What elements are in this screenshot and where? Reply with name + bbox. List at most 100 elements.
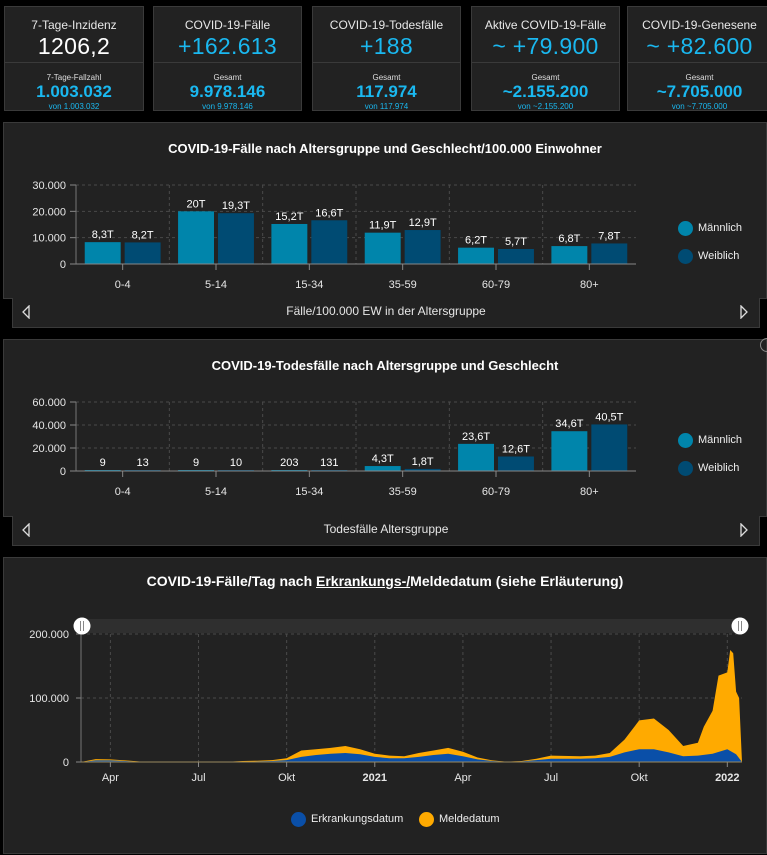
bar-value-label: 8,2T	[132, 229, 154, 241]
kpi-bottom: Gesamt 9.978.146 von 9.978.146	[154, 63, 301, 111]
bar-value-label: 1,8T	[412, 456, 434, 468]
bar-value-label: 12,6T	[502, 444, 530, 456]
legend-male-label: Männlich	[698, 434, 743, 446]
y-tick-label: 30.000	[32, 180, 66, 192]
bar-value-label: 4,3T	[372, 453, 394, 465]
bar-männlich	[84, 242, 121, 264]
bar-value-label: 7,8T	[598, 230, 620, 242]
y-tick-label: 0	[63, 757, 69, 769]
bar-value-label: 5,7T	[505, 236, 527, 248]
age-deaths-chart-xlabel: Todesfälle Altersgruppe	[323, 522, 449, 536]
x-tick-label: 80+	[580, 486, 599, 498]
age-cases-chart-xlabel: Fälle/100.000 EW in der Altersgruppe	[286, 304, 486, 318]
age-cases-chart-title: COVID-19-Fälle nach Altersgruppe und Ges…	[168, 141, 602, 156]
bar-value-label: 19,3T	[222, 200, 250, 212]
bar-männlich	[551, 246, 588, 264]
bar-weiblich	[404, 468, 441, 471]
legend-meldedatum-label: Meldedatum	[439, 813, 500, 825]
bar-männlich	[364, 466, 401, 471]
kpi-sub-note: von 117.974	[364, 102, 409, 111]
next-arrow-icon[interactable]	[739, 522, 751, 538]
title-suffix: Meldedatum (siehe Erläuterung)	[410, 573, 624, 589]
y-tick-label: 100.000	[29, 693, 69, 705]
x-tick-label: 35-59	[389, 279, 417, 291]
bar-value-label: 131	[320, 457, 338, 469]
legend-erkrankungsdatum-label: Erkrankungsdatum	[311, 813, 404, 825]
y-tick-label: 40.000	[32, 420, 66, 432]
kpi-value: ~ +79.900	[492, 33, 599, 59]
kpi-sub-note: von ~7.705.000	[671, 102, 728, 111]
kpi-sub-label: Gesamt	[685, 73, 714, 82]
y-tick-label: 200.000	[29, 629, 69, 641]
kpi-sub-label: Gesamt	[372, 73, 401, 82]
info-button[interactable]	[760, 338, 767, 352]
legend-male-label: Männlich	[698, 222, 743, 234]
x-tick-label: 60-79	[482, 486, 510, 498]
kpi-card: Aktive COVID-19-Fälle ~ +79.900 Gesamt ~2.1…	[471, 6, 620, 111]
y-tick-label: 20.000	[32, 206, 66, 218]
x-tick-label: Apr	[102, 772, 119, 784]
range-slider-end-handle[interactable]	[731, 617, 749, 635]
bar-männlich	[458, 247, 494, 264]
bar-weiblich	[498, 456, 534, 471]
daily-cases-chart-title: COVID-19-Fälle/Tag nach Erkrankungs-/Mel…	[4, 573, 766, 589]
x-tick-label: 15-34	[295, 486, 323, 498]
kpi-value: +188	[359, 33, 413, 59]
bar-männlich	[364, 232, 401, 264]
age-deaths-chart: 0 20.000 40.000 60.000 9 13 0-4 9 10 5-14 203 131 15…	[32, 397, 636, 498]
age-deaths-chart-panel: COVID-19-Todesfälle nach Altersgruppe un…	[3, 338, 767, 517]
bar-value-label: 6,2T	[465, 235, 487, 247]
x-tick-label: 0-4	[115, 279, 131, 291]
bar-value-label: 10	[230, 457, 242, 469]
kpi-value: ~ +82.600	[646, 33, 753, 59]
erkrankung-info-link[interactable]: Erkrankungs-/	[316, 573, 411, 589]
bar-weiblich	[218, 213, 254, 264]
kpi-bottom: Gesamt ~2.155.200 von ~2.155.200	[472, 63, 619, 111]
age-deaths-chart-title: COVID-19-Todesfälle nach Altersgruppe un…	[211, 358, 559, 373]
legend-meldedatum-swatch	[419, 812, 434, 827]
bar-männlich	[458, 443, 494, 471]
y-tick-label: 20.000	[32, 443, 66, 455]
bar-value-label: 20T	[187, 198, 206, 210]
kpi-value: +162.613	[178, 33, 277, 59]
kpi-label: 7-Tage-Inzidenz	[31, 18, 117, 32]
x-tick-label: 0-4	[115, 486, 131, 498]
bar-value-label: 9	[100, 457, 106, 469]
legend-female-swatch	[678, 461, 693, 476]
bar-value-label: 203	[280, 457, 298, 469]
kpi-sub-value: ~7.705.000	[656, 82, 743, 101]
x-tick-label: Jul	[544, 772, 558, 784]
kpi-sub-value: 117.974	[356, 82, 417, 101]
prev-arrow-icon[interactable]	[21, 304, 33, 320]
x-tick-label: 2022	[715, 772, 739, 784]
x-tick-label: 2021	[363, 772, 387, 784]
x-tick-label: 60-79	[482, 279, 510, 291]
x-tick-label: Jul	[191, 772, 205, 784]
kpi-sub-value: 9.978.146	[189, 82, 266, 101]
bar-value-label: 40,5T	[595, 411, 623, 423]
bar-value-label: 11,9T	[369, 220, 397, 232]
title-prefix: COVID-19-Fälle/Tag nach	[146, 573, 317, 589]
kpi-sub-label: 7-Tage-Fallzahl	[46, 73, 102, 82]
slider-handle-circle	[731, 617, 749, 635]
kpi-sub-note: von ~2.155.200	[517, 102, 574, 111]
range-slider-track	[81, 619, 742, 633]
bar-value-label: 6,8T	[558, 233, 580, 245]
range-slider-start-handle[interactable]	[73, 617, 91, 635]
slider-handle-circle	[73, 617, 91, 635]
kpi-sub-label: Gesamt	[213, 73, 242, 82]
kpi-top: COVID-19-Todesfälle +188	[313, 7, 460, 63]
kpi-top: COVID-19-Genesene ~ +82.600	[628, 7, 767, 63]
next-arrow-icon[interactable]	[739, 304, 751, 320]
bar-value-label: 16,6T	[315, 207, 343, 219]
kpi-bottom: Gesamt 117.974 von 117.974	[313, 63, 460, 111]
x-tick-label: Okt	[631, 772, 648, 784]
x-tick-label: Apr	[454, 772, 471, 784]
legend-male-swatch	[678, 221, 693, 236]
x-tick-label: 35-59	[389, 486, 417, 498]
y-tick-label: 0	[60, 259, 66, 271]
kpi-card: COVID-19-Todesfälle +188 Gesamt 117.974 von …	[312, 6, 461, 111]
daily-cases-chart: 0 100.000 200.000 Apr Jul Okt 2021 Apr Jul Okt 202…	[29, 617, 749, 784]
area-meldedatum	[81, 650, 742, 762]
prev-arrow-icon[interactable]	[21, 522, 33, 538]
